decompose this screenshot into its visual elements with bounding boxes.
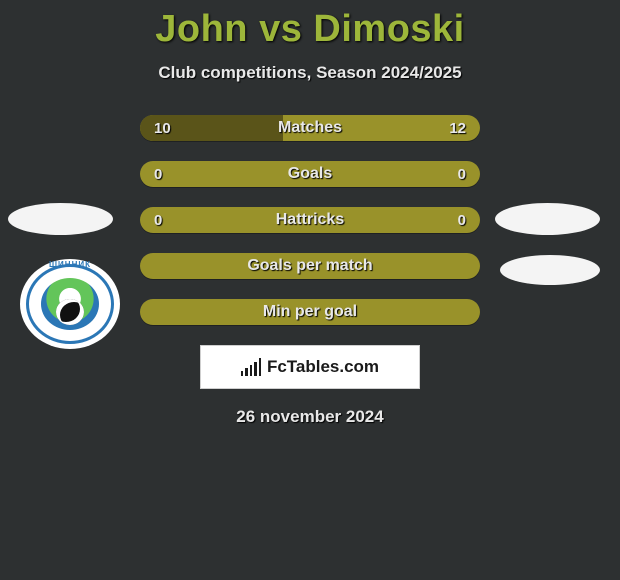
stat-value-left: 0: [154, 207, 162, 233]
branding-link[interactable]: FcTables.com: [200, 345, 420, 389]
stat-row-goals: 0 Goals 0: [140, 161, 480, 187]
ball-icon: [56, 299, 84, 325]
stat-row-min-per-goal: Min per goal: [140, 299, 480, 325]
stat-value-right: 0: [458, 161, 466, 187]
stat-value-right: 0: [458, 207, 466, 233]
stat-label: Goals per match: [247, 257, 372, 275]
photo-placeholder-icon: [8, 203, 113, 235]
stat-label: Goals: [288, 165, 332, 183]
bars-icon: [241, 358, 261, 376]
stat-label: Hattricks: [276, 211, 344, 229]
stat-row-matches: 10 Matches 12: [140, 115, 480, 141]
photo-placeholder-icon: [495, 203, 600, 235]
stat-row-goals-per-match: Goals per match: [140, 253, 480, 279]
page-title: John vs Dimoski: [0, 0, 620, 51]
stat-value-left: 0: [154, 161, 162, 187]
page-subtitle: Club competitions, Season 2024/2025: [0, 63, 620, 83]
stat-value-right: 12: [449, 115, 466, 141]
stat-label: Min per goal: [263, 303, 357, 321]
stat-label: Matches: [278, 119, 342, 137]
stat-row-hattricks: 0 Hattricks 0: [140, 207, 480, 233]
stat-value-left: 10: [154, 115, 171, 141]
stats-section: 10 Matches 12 0 Goals 0 0 Hattricks 0 Go…: [140, 115, 480, 325]
branding-text: FcTables.com: [267, 357, 379, 377]
player-right-flag: [500, 255, 600, 285]
flag-placeholder-icon: [500, 255, 600, 285]
player-right-photo: [495, 203, 600, 235]
player-left-club-crest: ШИННИК: [20, 259, 120, 349]
footer-date: 26 november 2024: [0, 407, 620, 427]
player-left-photo: [8, 203, 113, 235]
